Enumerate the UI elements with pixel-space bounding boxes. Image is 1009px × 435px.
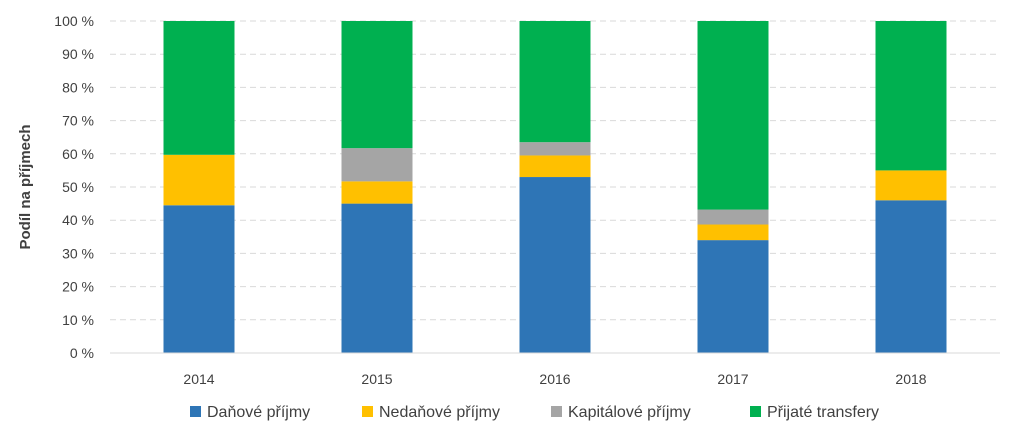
legend-label: Přijaté transfery — [767, 404, 879, 421]
y-tick-label: 100 % — [54, 13, 94, 29]
y-axis-ticks: 0 % 10 % 20 % 30 % 40 % 50 % 60 % 70 % 80 % 90 % 1… — [54, 13, 94, 361]
bar-segment — [519, 155, 591, 178]
bar-segment — [519, 177, 591, 353]
bar-segment — [697, 21, 769, 210]
y-tick-label: 10 % — [62, 312, 94, 328]
bar-segment — [875, 200, 947, 353]
x-tick-label: 2015 — [361, 371, 392, 387]
legend-label: Daňové příjmy — [207, 404, 310, 421]
y-tick-label: 40 % — [62, 212, 94, 228]
y-tick-label: 30 % — [62, 245, 94, 261]
y-tick-label: 70 % — [62, 113, 94, 129]
legend-swatch — [362, 406, 373, 417]
bar-segment — [341, 181, 413, 204]
bar-segment — [875, 21, 947, 171]
bar-segment — [163, 205, 235, 353]
bar-segment — [519, 21, 591, 143]
bar-segment — [697, 209, 769, 225]
bar-segment — [875, 170, 947, 201]
x-axis-ticks: 2014 2015 2016 2017 2018 — [183, 371, 926, 387]
x-tick-label: 2017 — [717, 371, 748, 387]
bar-segment — [341, 203, 413, 353]
x-tick-label: 2016 — [539, 371, 570, 387]
x-tick-label: 2018 — [895, 371, 926, 387]
x-tick-label: 2014 — [183, 371, 214, 387]
y-axis-title: Podíl na příjmech — [17, 124, 34, 249]
y-tick-label: 0 % — [70, 345, 94, 361]
bar-segment — [341, 148, 413, 182]
bar-segment — [341, 21, 413, 149]
legend-swatch — [750, 406, 761, 417]
y-tick-label: 60 % — [62, 146, 94, 162]
y-tick-label: 80 % — [62, 79, 94, 95]
y-tick-label: 50 % — [62, 179, 94, 195]
legend-swatch — [551, 406, 562, 417]
legend-swatch — [190, 406, 201, 417]
bar-segment — [163, 154, 235, 206]
legend-label: Kapitálové příjmy — [568, 404, 691, 421]
bar-segment — [697, 240, 769, 353]
y-tick-label: 20 % — [62, 279, 94, 295]
y-tick-label: 90 % — [62, 46, 94, 62]
bar-segment — [697, 224, 769, 241]
legend: Daňové příjmy Nedaňové příjmy Kapitálové p… — [190, 404, 879, 421]
legend-label: Nedaňové příjmy — [379, 404, 500, 421]
bars — [163, 21, 947, 353]
bar-segment — [519, 142, 591, 156]
bar-segment — [163, 21, 235, 155]
